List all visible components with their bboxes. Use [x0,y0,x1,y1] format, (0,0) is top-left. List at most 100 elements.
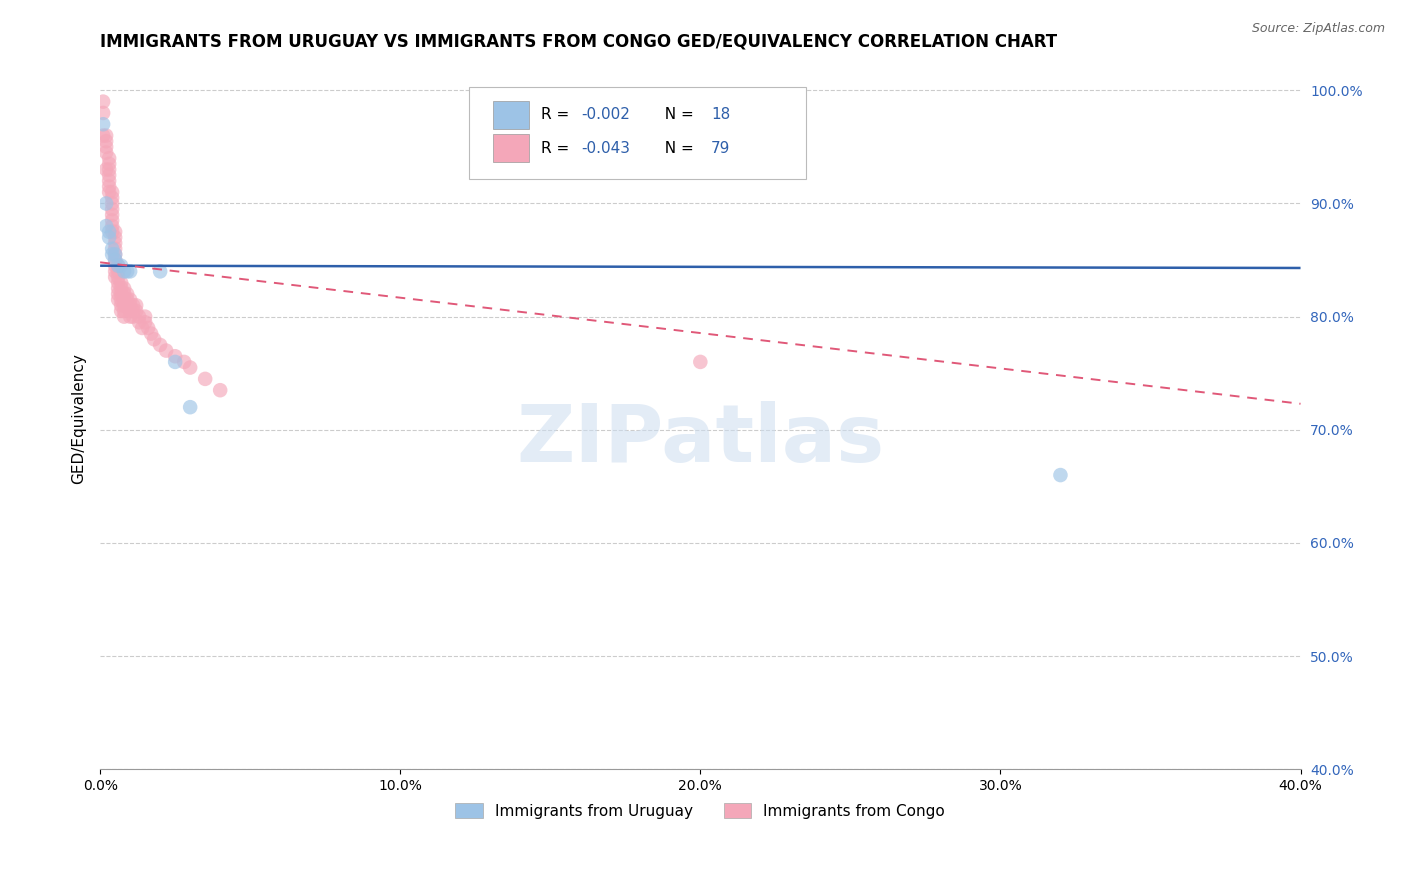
Point [91,128,114,143]
Point [104,253,127,268]
Point [98,151,121,165]
Point [107,259,129,273]
Point [101,191,124,205]
Point [107,281,129,295]
Point [112,281,135,295]
Point [98,230,121,244]
Point [149,338,172,352]
Point [104,270,127,285]
Point [110,304,132,318]
Point [98,174,121,188]
Point [112,298,135,312]
Point [101,185,124,199]
Point [94,140,117,154]
FancyBboxPatch shape [492,135,529,162]
Text: -0.002: -0.002 [582,107,630,122]
Point [98,185,121,199]
Point [104,253,127,268]
Point [122,310,145,324]
Point [94,134,117,148]
Point [101,208,124,222]
Point [125,304,148,318]
Point [689,355,711,369]
Point [101,202,124,216]
FancyBboxPatch shape [468,87,806,178]
Point [112,264,135,278]
Text: 79: 79 [711,141,731,156]
Point [112,304,135,318]
Point [128,310,150,324]
Point [155,343,177,358]
Point [125,298,148,312]
Point [134,315,156,329]
Text: R =: R = [541,141,574,156]
Point [94,145,117,160]
Point [107,264,129,278]
Point [115,298,138,312]
Point [120,264,142,278]
Point [134,310,156,324]
Text: -0.043: -0.043 [582,141,630,156]
Point [110,259,132,273]
Point [141,326,163,341]
Point [94,128,117,143]
Point [112,310,135,324]
Point [101,213,124,227]
Point [101,219,124,233]
Point [104,264,127,278]
Point [115,264,138,278]
Point [136,321,159,335]
Point [122,304,145,318]
FancyBboxPatch shape [492,101,529,128]
Legend: Immigrants from Uruguay, Immigrants from Congo: Immigrants from Uruguay, Immigrants from… [450,797,952,825]
Point [110,298,132,312]
Point [91,95,114,109]
Text: IMMIGRANTS FROM URUGUAY VS IMMIGRANTS FROM CONGO GED/EQUIVALENCY CORRELATION CHA: IMMIGRANTS FROM URUGUAY VS IMMIGRANTS FR… [100,33,1057,51]
Point [115,287,138,301]
Point [104,259,127,273]
Y-axis label: GED/Equivalency: GED/Equivalency [72,353,86,484]
Point [120,304,142,318]
Point [110,293,132,307]
Point [122,298,145,312]
Point [120,293,142,307]
Point [94,162,117,177]
Point [115,293,138,307]
Point [94,219,117,233]
Point [107,293,129,307]
Point [131,321,153,335]
Point [98,179,121,194]
Text: 18: 18 [711,107,730,122]
Point [101,225,124,239]
Point [98,168,121,182]
Point [110,281,132,295]
Point [101,247,124,261]
Point [110,287,132,301]
Point [209,383,232,397]
Point [104,242,127,256]
Text: R =: R = [541,107,574,122]
Point [1049,468,1071,483]
Point [101,242,124,256]
Point [143,332,166,346]
Point [112,293,135,307]
Text: Source: ZipAtlas.com: Source: ZipAtlas.com [1251,22,1385,36]
Text: ZIPatlas: ZIPatlas [516,401,884,478]
Text: N =: N = [655,107,699,122]
Point [104,236,127,251]
Point [104,230,127,244]
Point [165,349,187,363]
Point [179,400,201,414]
Point [98,157,121,171]
Point [179,360,201,375]
Point [91,117,114,131]
Point [120,298,142,312]
Point [104,247,127,261]
Point [94,196,117,211]
Point [101,196,124,211]
Point [194,372,217,386]
Point [165,355,187,369]
Point [107,259,129,273]
Point [110,276,132,290]
Point [107,270,129,285]
